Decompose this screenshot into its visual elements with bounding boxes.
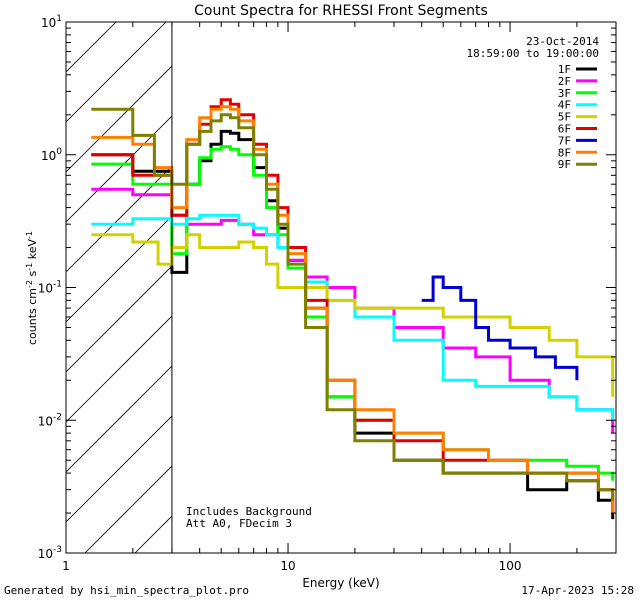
legend-label-2F: 2F — [558, 75, 571, 88]
legend-label-5F: 5F — [558, 111, 571, 124]
legend-label-8F: 8F — [558, 146, 571, 159]
hatch-line — [66, 365, 172, 473]
hatch-line — [66, 415, 172, 523]
legend-label-3F: 3F — [558, 87, 571, 100]
series-line-4F — [91, 213, 615, 421]
hatch-line — [134, 515, 172, 553]
y-axis-label: counts cm-2 s-1 keV-1 — [25, 231, 40, 345]
hatch-line — [66, 215, 172, 323]
series-line-8F — [91, 105, 615, 513]
chart-title: Count Spectra for RHESSI Front Segments — [194, 3, 488, 19]
series-line-9F — [91, 107, 615, 501]
y-tick-label: 10-1 — [38, 280, 62, 296]
legend-label-6F: 6F — [558, 123, 571, 136]
hatch-line — [66, 65, 172, 173]
x-tick-label: 1 — [62, 559, 70, 573]
y-tick-label: 100 — [41, 147, 62, 163]
y-tick-label: 10-3 — [38, 545, 62, 561]
y-tick-label: 101 — [41, 14, 62, 30]
date-label: 23-Oct-2014 — [526, 35, 599, 48]
x-axis-label: Energy (keV) — [302, 576, 379, 590]
series-line-5F — [91, 233, 615, 397]
hatch-line — [84, 465, 172, 553]
hatch-line — [66, 265, 172, 373]
legend-label-7F: 7F — [558, 134, 571, 147]
series-line-7F — [421, 275, 579, 381]
hatch-line — [66, 115, 172, 223]
legend-label-9F: 9F — [558, 158, 571, 171]
x-tick-label: 100 — [499, 559, 522, 573]
timestamp-label: 17-Apr-2023 15:28 — [521, 584, 634, 597]
legend-label-1F: 1F — [558, 63, 571, 76]
y-tick-label: 10-2 — [38, 412, 62, 428]
generated-by-label: Generated by hsi_min_spectra_plot.pro — [4, 584, 250, 597]
hatch-line — [66, 315, 172, 423]
x-tick-label: 10 — [280, 559, 295, 573]
series-line-6F — [91, 98, 615, 513]
annotation-attenuator: Att A0, FDecim 3 — [186, 517, 292, 530]
legend-label-4F: 4F — [558, 99, 571, 112]
time-range-label: 18:59:00 to 19:00:00 — [467, 47, 599, 60]
annotation-background: Includes Background — [186, 505, 312, 518]
series-line-3F — [91, 145, 615, 481]
